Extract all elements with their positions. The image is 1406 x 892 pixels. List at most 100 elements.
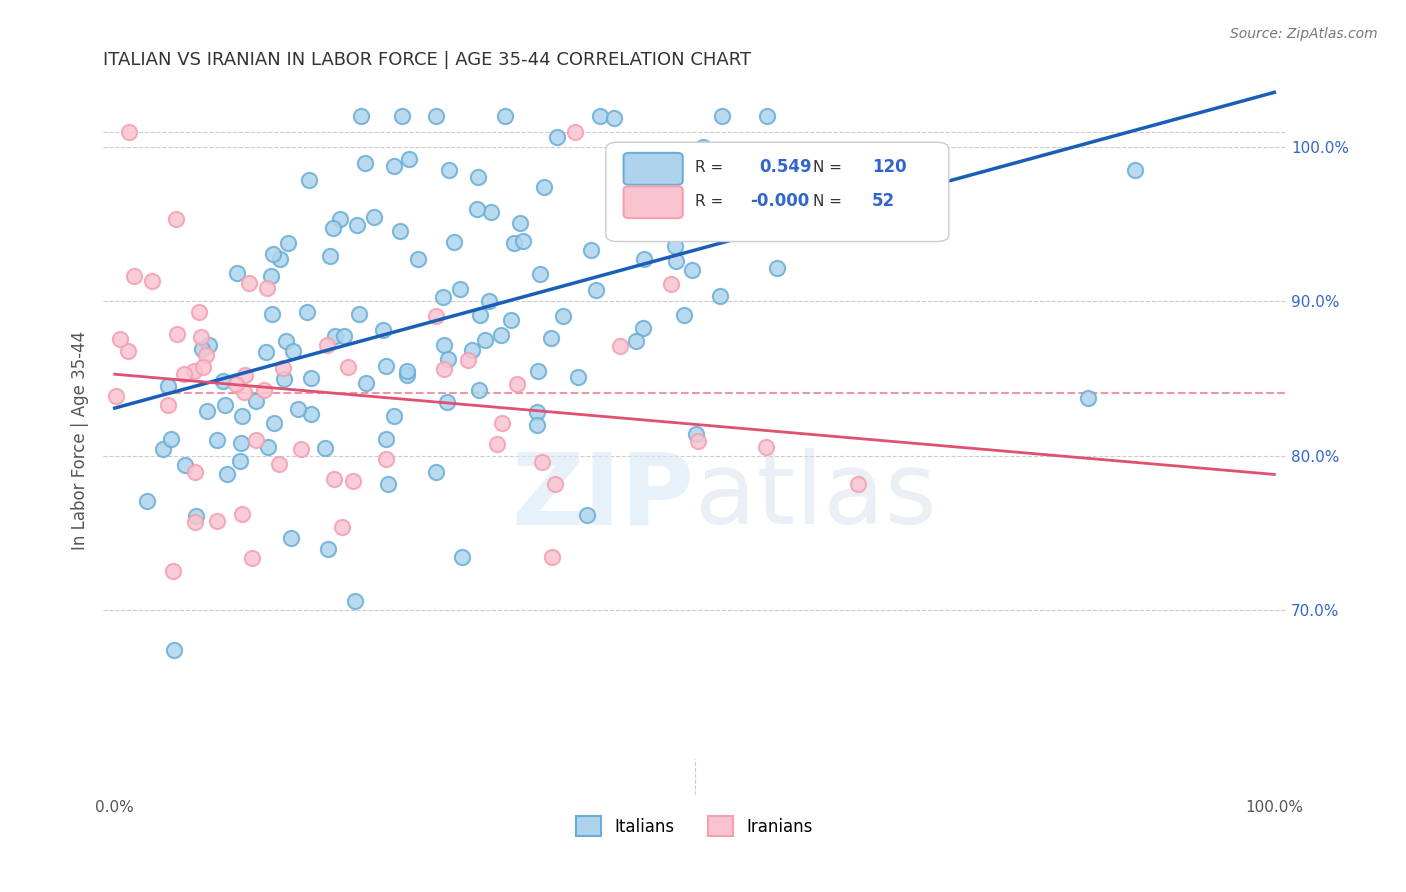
- Iranians: [190, 329, 212, 343]
- Italians: [692, 140, 714, 154]
- Italians: [156, 379, 179, 393]
- Italians: [350, 109, 373, 123]
- Text: ZIP: ZIP: [512, 449, 695, 545]
- Iranians: [544, 477, 567, 491]
- Italians: [280, 532, 302, 546]
- FancyBboxPatch shape: [606, 142, 949, 242]
- Iranians: [375, 451, 398, 466]
- Italians: [474, 333, 496, 347]
- Italians: [226, 266, 249, 280]
- Iranians: [173, 367, 195, 381]
- Italians: [398, 152, 420, 166]
- Iranians: [245, 434, 267, 448]
- Italians: [254, 344, 277, 359]
- Iranians: [141, 274, 163, 288]
- Italians: [263, 417, 285, 431]
- Italians: [319, 249, 342, 263]
- Text: 120: 120: [872, 158, 907, 176]
- Text: 0.549: 0.549: [759, 158, 813, 176]
- Italians: [152, 442, 174, 457]
- Iranians: [231, 508, 253, 522]
- Italians: [425, 109, 447, 123]
- Italians: [287, 401, 309, 416]
- Italians: [396, 368, 419, 383]
- Italians: [322, 220, 344, 235]
- Italians: [197, 338, 219, 352]
- Italians: [329, 211, 352, 226]
- Italians: [382, 159, 405, 173]
- Italians: [354, 156, 377, 170]
- Italians: [540, 330, 562, 344]
- Iranians: [191, 360, 214, 375]
- Iranians: [166, 327, 188, 342]
- Italians: [344, 594, 367, 608]
- Iranians: [271, 360, 294, 375]
- Italians: [449, 282, 471, 296]
- Italians: [371, 323, 394, 337]
- Iranians: [433, 362, 456, 376]
- Iranians: [253, 383, 276, 397]
- Italians: [461, 343, 484, 358]
- Italians: [665, 254, 688, 268]
- Iranians: [232, 384, 254, 399]
- Italians: [579, 244, 602, 258]
- Italians: [450, 550, 472, 565]
- Italians: [709, 289, 731, 303]
- Iranians: [425, 309, 447, 323]
- Iranians: [846, 477, 869, 491]
- Italians: [295, 305, 318, 319]
- Iranians: [290, 442, 312, 456]
- Italians: [396, 364, 419, 378]
- Iranians: [491, 416, 513, 430]
- Italians: [388, 224, 411, 238]
- Iranians: [755, 441, 778, 455]
- Text: N =: N =: [813, 194, 846, 209]
- Italians: [603, 112, 626, 126]
- Iranians: [505, 377, 527, 392]
- Italians: [214, 398, 236, 412]
- Iranians: [122, 268, 145, 283]
- Italians: [465, 202, 488, 216]
- Italians: [631, 320, 654, 334]
- Iranians: [486, 437, 509, 451]
- Italians: [710, 109, 733, 123]
- Italians: [269, 252, 291, 266]
- Italians: [374, 432, 396, 446]
- Iranians: [117, 344, 139, 359]
- Italians: [262, 307, 284, 321]
- Italians: [314, 442, 336, 456]
- Italians: [817, 163, 839, 178]
- Italians: [256, 440, 278, 454]
- Italians: [298, 173, 321, 187]
- Italians: [211, 374, 233, 388]
- Italians: [174, 458, 197, 472]
- FancyBboxPatch shape: [624, 153, 683, 185]
- Italians: [375, 359, 398, 373]
- Italians: [316, 542, 339, 557]
- Italians: [501, 312, 523, 326]
- Iranians: [564, 125, 586, 139]
- Italians: [274, 334, 297, 348]
- Iranians: [267, 457, 290, 471]
- Italians: [681, 263, 703, 277]
- Italians: [437, 163, 460, 178]
- Italians: [467, 169, 489, 184]
- Iranians: [105, 389, 128, 403]
- Italians: [509, 216, 531, 230]
- Italians: [526, 418, 548, 433]
- Italians: [503, 235, 526, 250]
- Italians: [391, 109, 413, 123]
- Italians: [333, 329, 356, 343]
- Italians: [491, 327, 513, 342]
- Iranians: [530, 455, 553, 469]
- Italians: [184, 508, 207, 523]
- Italians: [432, 290, 454, 304]
- Italians: [1077, 391, 1099, 405]
- Iranians: [184, 515, 207, 529]
- Italians: [685, 427, 707, 442]
- Text: N =: N =: [813, 160, 846, 175]
- Iranians: [162, 564, 184, 578]
- Italians: [478, 294, 501, 309]
- Italians: [436, 351, 458, 366]
- Iranians: [195, 348, 218, 362]
